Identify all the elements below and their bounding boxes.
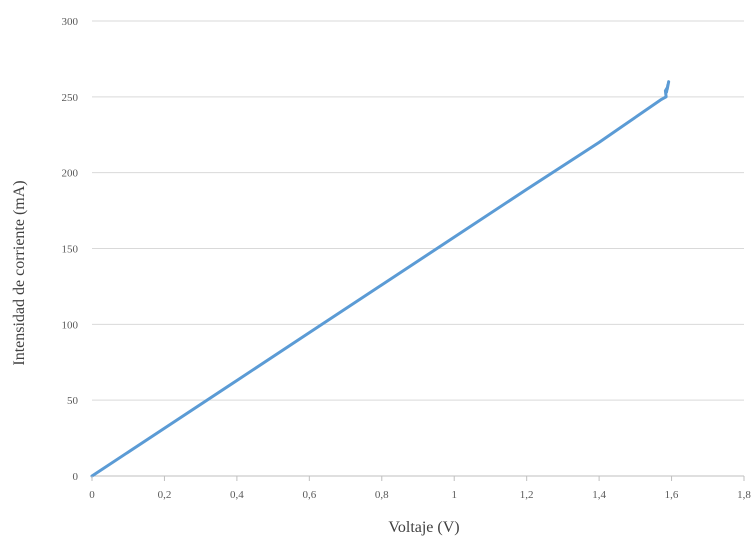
y-tick-label: 150	[62, 244, 79, 256]
x-tick-label: 0,2	[158, 489, 172, 501]
y-axis-title: Intensidad de corriente (mA)	[11, 180, 28, 365]
series-line	[90, 80, 671, 478]
x-tick-label: 0,6	[302, 489, 316, 501]
y-tick-label: 300	[62, 16, 79, 28]
x-tick-labels: 0 0,2 0,4 0,6 0,8 1 1,2 1,4 1,6 1,8	[89, 476, 751, 501]
x-tick-label: 1,2	[520, 489, 534, 501]
x-tick-label: 1,4	[592, 489, 606, 501]
x-tick-label: 0,8	[375, 489, 389, 501]
y-tick-label: 250	[62, 92, 79, 104]
x-tick-label: 1,8	[737, 489, 751, 501]
x-tick-label: 1,6	[665, 489, 679, 501]
x-tick-label: 0,4	[230, 489, 244, 501]
series-layer	[90, 80, 671, 478]
y-tick-label: 0	[73, 471, 79, 483]
y-tick-label: 50	[67, 395, 79, 407]
x-tick-label: 0	[89, 489, 95, 501]
y-tick-labels: 0 50 100 150 200 250 300	[62, 16, 79, 483]
y-tick-label: 200	[62, 168, 79, 180]
gridlines	[92, 20, 744, 401]
x-axis-title: Voltaje (V)	[388, 519, 459, 536]
y-tick-label: 100	[62, 319, 79, 331]
x-tick-label: 1	[451, 489, 457, 501]
